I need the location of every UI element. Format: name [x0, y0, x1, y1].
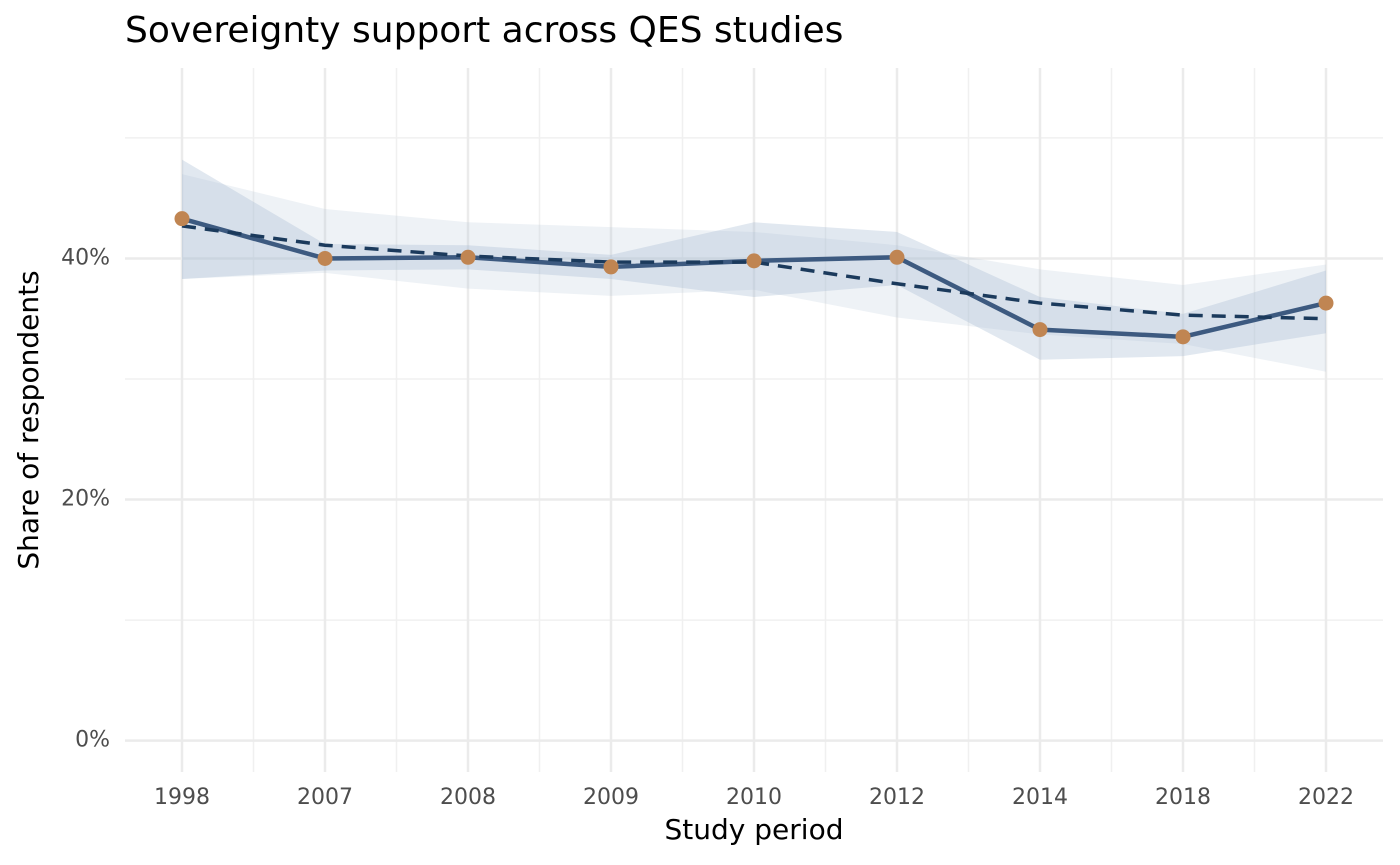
x-tick-label: 1998	[154, 785, 210, 810]
y-axis-title: Share of respondents	[12, 270, 45, 569]
x-tick-label: 2007	[297, 785, 353, 810]
x-tick-label: 2010	[726, 785, 782, 810]
point	[317, 250, 333, 266]
point	[1318, 295, 1334, 311]
point	[889, 249, 905, 265]
chart-title: Sovereignty support across QES studies	[125, 10, 843, 51]
point	[174, 211, 190, 227]
x-tick-label: 2008	[440, 785, 496, 810]
x-tick-label: 2022	[1298, 785, 1354, 810]
x-tick-label: 2018	[1155, 785, 1211, 810]
x-tick-label: 2012	[869, 785, 925, 810]
x-tick-label: 2009	[583, 785, 639, 810]
point	[1032, 322, 1048, 338]
x-tick-label: 2014	[1012, 785, 1068, 810]
point	[460, 249, 476, 265]
point	[1175, 329, 1191, 345]
x-axis-title: Study period	[665, 813, 844, 846]
point	[746, 253, 762, 269]
trend-line	[181, 224, 1327, 321]
point	[603, 259, 619, 275]
y-tick-label: 20%	[61, 487, 110, 512]
y-tick-label: 0%	[75, 728, 110, 753]
y-tick-label: 40%	[61, 245, 110, 270]
